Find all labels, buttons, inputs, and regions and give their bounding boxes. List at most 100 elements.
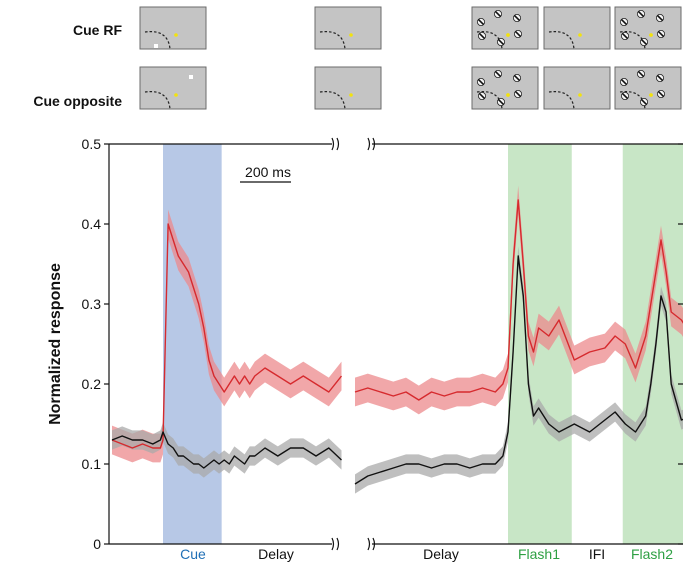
series-lines xyxy=(111,199,683,485)
axis-break-top-right xyxy=(367,137,376,151)
epoch-label-flash1: Flash1 xyxy=(518,546,560,562)
grating-stimulus xyxy=(640,38,648,46)
grating-stimulus xyxy=(478,92,486,100)
grating-bar xyxy=(514,30,522,38)
grating-bar xyxy=(637,10,645,18)
grating-bar xyxy=(478,32,486,40)
grating-stimulus xyxy=(494,10,502,18)
flash2-shade xyxy=(622,144,683,544)
grating-bar xyxy=(513,14,521,22)
axis-break-mark xyxy=(367,137,371,151)
grating-bar xyxy=(621,92,629,100)
grating-stimulus xyxy=(513,74,521,82)
grating-bar xyxy=(656,74,664,82)
grating-stimulus xyxy=(513,14,521,22)
axis-break-top-left xyxy=(331,137,340,151)
left-band-cue-opposite xyxy=(112,422,342,478)
grating-bar xyxy=(477,78,485,86)
fixation-point xyxy=(578,33,582,37)
stimulus-frame xyxy=(139,6,207,50)
epoch-label-cue: Cue xyxy=(180,546,206,562)
grating-stimulus xyxy=(477,78,485,86)
grating-bar xyxy=(640,98,648,106)
stimulus-panels xyxy=(139,6,682,110)
grating-stimulus xyxy=(657,30,665,38)
grating-stimulus xyxy=(497,38,505,46)
grating-bar xyxy=(656,14,664,22)
stimulus-frame xyxy=(614,6,682,50)
right-band-cue-rf xyxy=(355,185,683,415)
saccade-path xyxy=(548,91,575,110)
axis-break-mark xyxy=(331,537,335,551)
axis-break-mark xyxy=(331,137,335,151)
fixation-point xyxy=(174,93,178,97)
cue-shade xyxy=(163,144,222,544)
grating-stimulus xyxy=(656,74,664,82)
grating-stimulus xyxy=(637,10,645,18)
grating-stimulus xyxy=(621,92,629,100)
y-tick-label: 0.2 xyxy=(82,376,102,392)
saccade-path xyxy=(144,91,171,110)
panel-cue xyxy=(139,6,207,50)
y-tick-label: 0.1 xyxy=(82,456,102,472)
grating-bar xyxy=(494,70,502,78)
y-axis-title: Normalized response xyxy=(47,263,64,425)
panel-flash2 xyxy=(614,6,682,50)
grating-stimulus xyxy=(640,98,648,106)
right-line-cue-opposite xyxy=(354,255,683,485)
epoch-label-delay-left: Delay xyxy=(258,546,294,562)
fixation-point xyxy=(349,33,353,37)
grating-stimulus xyxy=(478,32,486,40)
y-tick-label: 0.3 xyxy=(82,296,102,312)
grating-stimulus xyxy=(514,30,522,38)
panel-delay xyxy=(314,6,382,50)
stimulus-frame xyxy=(471,6,539,50)
panel-delay xyxy=(314,66,382,110)
y-tick-label: 0 xyxy=(93,536,101,552)
cue-square xyxy=(154,44,158,48)
grating-stimulus xyxy=(620,18,628,26)
grating-stimulus xyxy=(497,98,505,106)
stimulus-frame xyxy=(614,66,682,110)
fixation-point xyxy=(174,33,178,37)
epoch-label-flash2: Flash2 xyxy=(631,546,673,562)
stimulus-frame xyxy=(139,66,207,110)
axes xyxy=(108,137,683,551)
left-line-cue-rf xyxy=(111,223,343,449)
grating-stimulus xyxy=(656,14,664,22)
axis-break-mark xyxy=(367,537,371,551)
panel-flash1 xyxy=(471,6,539,50)
grating-stimulus xyxy=(514,90,522,98)
cue-square xyxy=(189,75,193,79)
y-tick-label: 0.5 xyxy=(82,136,102,152)
grating-bar xyxy=(621,32,629,40)
saccade-path xyxy=(144,31,171,50)
grating-stimulus xyxy=(477,18,485,26)
grating-stimulus xyxy=(621,32,629,40)
axis-break-mark xyxy=(372,537,376,551)
row-label-cue-rf: Cue RF xyxy=(73,22,122,38)
fixation-point xyxy=(349,93,353,97)
grating-stimulus xyxy=(620,78,628,86)
error-bands xyxy=(112,185,683,494)
fixation-point xyxy=(506,93,510,97)
grating-bar xyxy=(497,38,505,46)
grating-stimulus xyxy=(657,90,665,98)
fixation-point xyxy=(578,93,582,97)
grating-bar xyxy=(514,90,522,98)
left-band-cue-rf xyxy=(112,209,342,463)
right-band-cue-opposite xyxy=(355,246,683,494)
panel-cue xyxy=(139,66,207,110)
panel-flash1 xyxy=(471,66,539,110)
grating-bar xyxy=(620,18,628,26)
axis-break-mark xyxy=(372,137,376,151)
chart-area: 0 0.1 0.2 0.3 0.4 0.5 xyxy=(82,136,683,552)
row-label-cue-opposite: Cue opposite xyxy=(33,93,122,109)
epoch-label-ifi: IFI xyxy=(589,546,605,562)
saccade-path xyxy=(319,91,346,110)
y-tick-label: 0.4 xyxy=(82,216,102,232)
grating-stimulus xyxy=(637,70,645,78)
grating-bar xyxy=(640,38,648,46)
left-line-cue-opposite xyxy=(111,431,342,469)
